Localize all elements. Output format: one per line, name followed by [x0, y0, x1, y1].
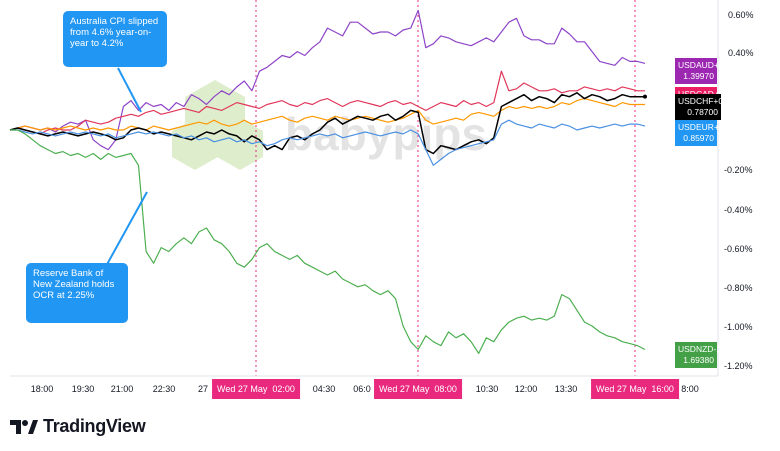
x-tick-label: 06:0 — [353, 384, 371, 394]
x-tick-label: 19:30 — [71, 384, 95, 394]
y-tick-label: -0.80% — [724, 283, 753, 293]
series-endpoint-usdchf — [643, 94, 647, 99]
badge-symbol: USDAUD — [678, 60, 714, 70]
watermark-logo: babypips — [172, 80, 487, 170]
callout2-pointer — [104, 191, 148, 269]
last-value-badge-usdnzd: USDNZD -1.12% 1.69380 — [675, 342, 740, 368]
callout1-pointer — [117, 67, 142, 113]
badge-change: +0.17% — [713, 96, 743, 106]
badge-change: +0.20% — [713, 89, 743, 99]
y-tick-label: 0.40% — [728, 48, 754, 58]
badge-change: +0.34% — [713, 60, 743, 70]
x-tick-label: 12:00 — [514, 384, 538, 394]
x-tick-label: 21:00 — [110, 384, 134, 394]
y-tick-label: -1.20% — [724, 361, 753, 371]
x-tick-label: 04:30 — [312, 384, 336, 394]
badge-change: +0.02% — [713, 122, 743, 132]
annotation-rbnz: Reserve Bank of New Zealand holds OCR at… — [26, 263, 128, 323]
badge-price: 1.39970 — [683, 71, 714, 81]
tradingview-icon — [10, 419, 38, 434]
tradingview-brand: TradingView — [43, 416, 146, 436]
series-line-usdeur — [10, 119, 646, 166]
series-line-usdcad — [9, 70, 645, 135]
badge-symbol: USDEUR — [678, 122, 714, 132]
last-value-badge-usdchf: USDCHF +0.17% 0.78700 — [675, 94, 743, 120]
x-tick-label: 18:00 — [30, 384, 54, 394]
badge-price: 0.78700 — [687, 107, 718, 117]
y-tick-label: -0.20% — [724, 165, 753, 175]
badge-symbol: USDCHF — [678, 96, 714, 106]
x-tick-label: 27 — [197, 384, 209, 394]
highlighted-time-label: Wed 27 May 16:00 — [591, 379, 679, 399]
x-tick-label: 13:30 — [554, 384, 578, 394]
x-tick-label: 10:30 — [475, 384, 499, 394]
highlighted-time-label: Wed 27 May 08:00 — [374, 379, 462, 399]
annotation-australia-cpi: Australia CPI slipped from 4.6% year-on-… — [63, 11, 167, 67]
y-tick-label: -0.60% — [724, 244, 753, 254]
series-line-usdchf — [9, 92, 645, 155]
x-tick-label: 8:00 — [681, 384, 699, 394]
y-tick-label: -0.40% — [724, 205, 753, 215]
last-value-badge-usdaud: USDAUD +0.34% 1.39970 — [675, 58, 743, 84]
x-tick-label: 22:30 — [152, 384, 176, 394]
last-value-badge-usdeur: USDEUR +0.02% 0.85970 — [675, 120, 743, 146]
badge-symbol: USDNZD — [678, 344, 714, 354]
y-tick-label: -1.00% — [724, 322, 753, 332]
series-line-usdnzd — [10, 129, 646, 354]
tradingview-logo[interactable]: TradingView — [10, 416, 146, 437]
badge-price: 1.69380 — [683, 355, 714, 365]
series-line-usdgbp — [9, 97, 645, 131]
highlighted-time-label: Wed 27 May 02:00 — [212, 379, 300, 399]
y-tick-label: 0.60% — [728, 10, 754, 20]
badge-change: -1.12% — [713, 344, 741, 354]
badge-price: 0.85970 — [683, 133, 714, 143]
